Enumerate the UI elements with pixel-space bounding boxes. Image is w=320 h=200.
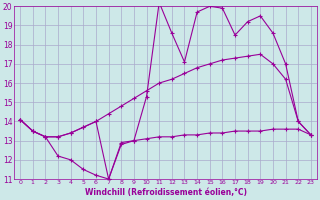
X-axis label: Windchill (Refroidissement éolien,°C): Windchill (Refroidissement éolien,°C) <box>84 188 246 197</box>
